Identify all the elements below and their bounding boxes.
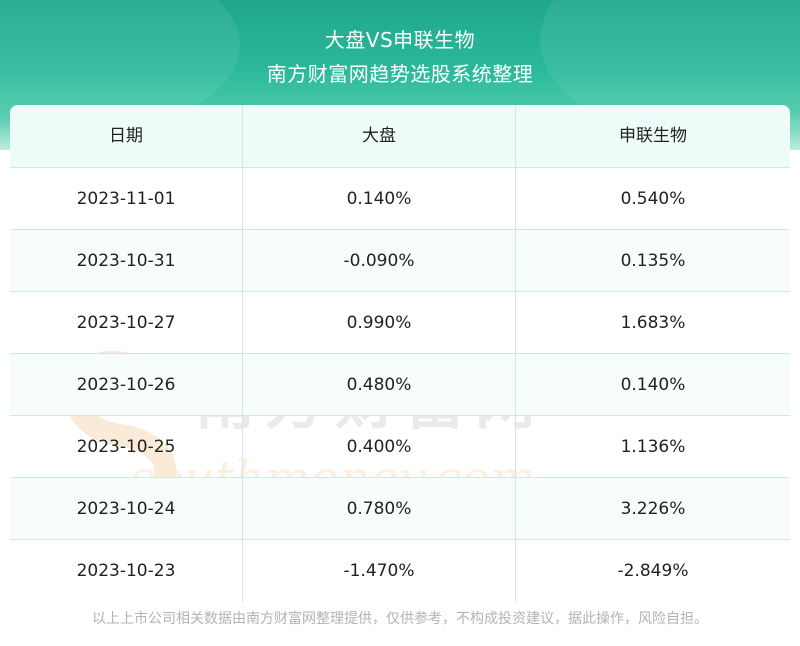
cell-stock-change: 0.140% (620, 375, 686, 395)
column-header-market: 大盘 (243, 105, 516, 167)
cell-stock-change: 1.136% (620, 437, 686, 457)
table-row: 2023-10-24 0.780% 3.226% (10, 477, 790, 540)
column-header-stock: 申联生物 (619, 126, 687, 146)
column-header-date: 日期 (10, 105, 243, 167)
table-row: 2023-11-01 0.140% 0.540% (10, 167, 790, 230)
cell-market-change: 0.990% (243, 292, 516, 354)
table-header-row: 日期 大盘 申联生物 (10, 105, 790, 167)
cell-market-change: 0.780% (243, 478, 516, 540)
cell-market-change: 0.140% (243, 168, 516, 230)
table-row: 2023-10-31 -0.090% 0.135% (10, 229, 790, 292)
cell-date: 2023-11-01 (10, 168, 243, 230)
cell-market-change: -1.470% (243, 540, 516, 602)
page-title: 大盘VS申联生物 (324, 28, 476, 52)
cell-stock-change: -2.849% (617, 561, 689, 581)
cell-date: 2023-10-26 (10, 354, 243, 416)
table-row: 2023-10-27 0.990% 1.683% (10, 291, 790, 354)
table-row: 2023-10-26 0.480% 0.140% (10, 353, 790, 416)
table-row: 2023-10-23 -1.470% -2.849% (10, 539, 790, 602)
cell-date: 2023-10-24 (10, 478, 243, 540)
disclaimer-footer: 以上上市公司相关数据由南方财富网整理提供，仅供参考，不构成投资建议，据此操作，风… (92, 611, 708, 627)
cell-stock-change: 3.226% (620, 499, 686, 519)
cell-stock-change: 0.135% (620, 251, 686, 271)
comparison-table: 南方财富网 southmoney.com 日期 大盘 申联生物 2023-11-… (10, 105, 790, 602)
cell-stock-change: 1.683% (620, 313, 686, 333)
table-row: 2023-10-25 0.400% 1.136% (10, 415, 790, 478)
page-subtitle: 南方财富网趋势选股系统整理 (266, 62, 534, 86)
cell-market-change: 0.400% (243, 416, 516, 478)
cell-date: 2023-10-25 (10, 416, 243, 478)
cell-date: 2023-10-23 (10, 540, 243, 602)
cell-market-change: 0.480% (243, 354, 516, 416)
cell-stock-change: 0.540% (620, 189, 686, 209)
cell-date: 2023-10-27 (10, 292, 243, 354)
cell-market-change: -0.090% (243, 230, 516, 292)
header-banner: 大盘VS申联生物 南方财富网趋势选股系统整理 (0, 0, 800, 150)
cell-date: 2023-10-31 (10, 230, 243, 292)
